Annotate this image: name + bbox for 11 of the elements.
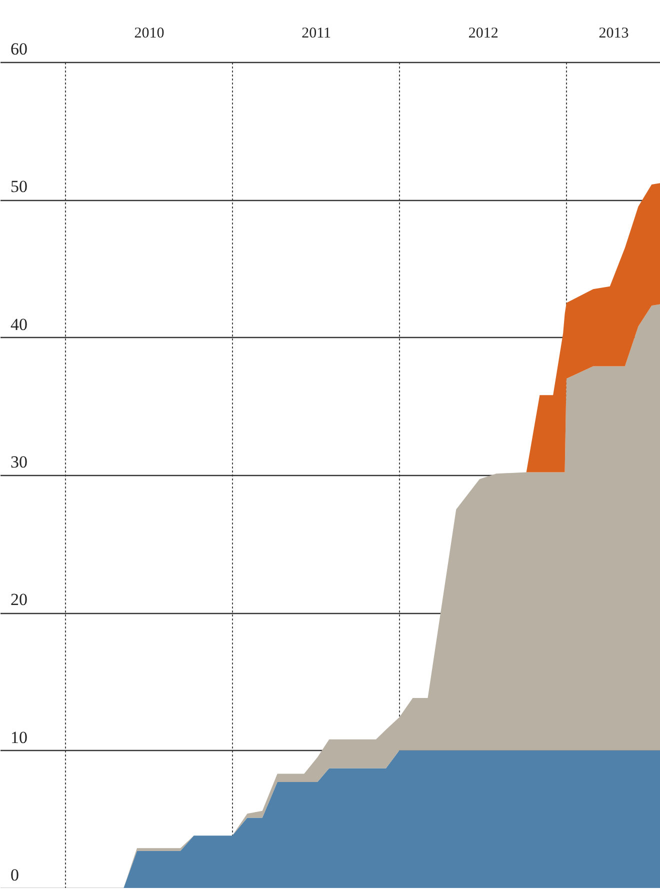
- y-tick-label: 40: [10, 314, 28, 334]
- y-tick-label: 20: [10, 590, 28, 610]
- y-tick-label: 10: [10, 728, 28, 747]
- x-tick-label: 2013: [598, 26, 629, 42]
- x-tick-label: 2010: [134, 26, 164, 42]
- y-tick-label: 50: [10, 177, 28, 196]
- x-tick-label: 2012: [468, 26, 498, 42]
- y-tick-label: 0: [10, 866, 19, 884]
- y-tick-label: 30: [10, 452, 28, 472]
- y-tick-label: 60: [10, 40, 28, 58]
- x-tick-label: 2011: [302, 26, 332, 42]
